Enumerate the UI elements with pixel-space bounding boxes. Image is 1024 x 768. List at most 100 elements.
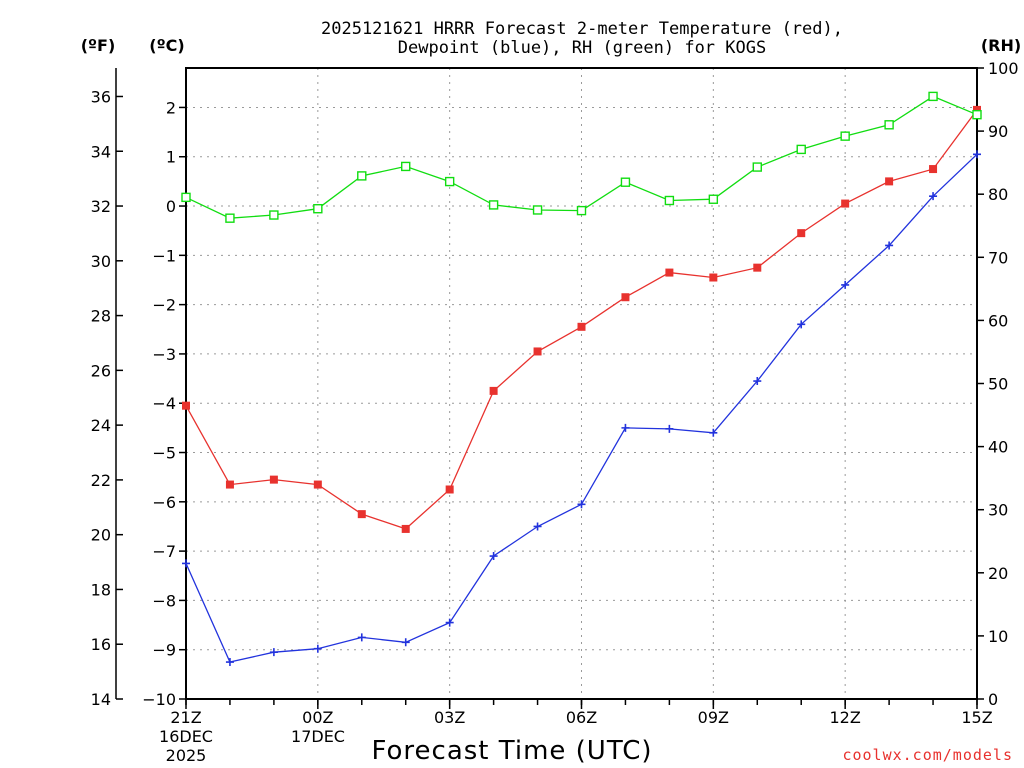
x-date-label-16dec: 16DEC xyxy=(159,727,213,746)
y-tick-label-rh: 50 xyxy=(988,375,1008,394)
x-tick-label: 12Z xyxy=(830,708,861,727)
x-tick-label: 03Z xyxy=(434,708,465,727)
data-point-2-meter-temperature xyxy=(621,293,630,302)
data-point-dewpoint xyxy=(929,192,938,201)
y-tick-label-fahrenheit: 22 xyxy=(91,471,111,490)
data-point-dewpoint xyxy=(357,633,366,642)
y-tick-label-celsius: −10 xyxy=(142,690,176,709)
data-point-rh xyxy=(620,177,631,187)
data-point-dewpoint xyxy=(401,638,410,647)
axis-ticks: −10−9−8−7−6−5−4−3−2−10121416182022242628… xyxy=(91,59,1019,727)
unit-label-rh: (RH) xyxy=(981,36,1021,55)
y-tick-label-celsius: −5 xyxy=(152,444,176,463)
credit-text: coolwx.com/models xyxy=(842,746,1013,764)
y-tick-label-rh: 90 xyxy=(988,122,1008,141)
data-point-dewpoint xyxy=(445,618,454,627)
data-point-rh xyxy=(225,213,235,223)
y-tick-label-celsius: −1 xyxy=(152,246,176,265)
data-point-rh xyxy=(884,120,894,130)
y-tick-label-rh: 70 xyxy=(988,248,1008,267)
unit-label-celsius: (ºC) xyxy=(149,36,184,55)
y-tick-label-rh: 40 xyxy=(988,438,1008,457)
x-tick-label: 00Z xyxy=(302,708,333,727)
chart-title-line1: 2025121621 HRRR Forecast 2-meter Tempera… xyxy=(321,19,843,39)
y-tick-label-rh: 30 xyxy=(988,501,1008,520)
data-point-dewpoint xyxy=(182,559,190,568)
series-line-rh xyxy=(185,95,978,219)
data-point-rh xyxy=(928,91,938,102)
data-point-dewpoint xyxy=(577,500,586,509)
data-point-rh xyxy=(840,131,850,141)
y-tick-label-celsius: −3 xyxy=(152,345,176,364)
data-point-2-meter-temperature xyxy=(753,263,762,272)
data-point-2-meter-temperature xyxy=(313,480,322,489)
y-tick-label-fahrenheit: 18 xyxy=(91,580,111,599)
data-point-rh xyxy=(576,205,587,216)
y-tick-label-fahrenheit: 24 xyxy=(91,416,111,435)
data-point-2-meter-temperature xyxy=(797,229,806,238)
y-tick-label-rh: 10 xyxy=(988,627,1008,646)
data-point-dewpoint xyxy=(533,522,542,531)
data-point-2-meter-temperature xyxy=(709,273,718,282)
data-point-2-meter-temperature xyxy=(665,268,674,277)
y-tick-label-fahrenheit: 26 xyxy=(91,361,111,380)
data-point-2-meter-temperature xyxy=(885,177,894,186)
data-point-dewpoint xyxy=(841,280,850,289)
x-tick-label: 15Z xyxy=(961,708,992,727)
y-tick-label-fahrenheit: 28 xyxy=(91,307,111,326)
data-point-dewpoint xyxy=(709,428,718,437)
data-point-2-meter-temperature xyxy=(973,105,981,114)
data-point-2-meter-temperature xyxy=(357,510,366,519)
y-tick-label-celsius: −9 xyxy=(152,641,176,660)
data-point-rh xyxy=(708,194,719,204)
data-point-2-meter-temperature xyxy=(182,401,190,410)
data-point-rh xyxy=(488,200,499,210)
data-point-2-meter-temperature xyxy=(225,480,234,489)
data-point-dewpoint xyxy=(885,241,894,250)
data-point-2-meter-temperature xyxy=(489,386,498,395)
x-tick-label: 09Z xyxy=(698,708,729,727)
y-tick-label-rh: 60 xyxy=(988,311,1008,330)
y-tick-label-celsius: −8 xyxy=(152,591,176,610)
data-point-2-meter-temperature xyxy=(401,524,410,533)
data-point-rh xyxy=(664,195,675,206)
y-tick-label-celsius: −6 xyxy=(152,493,176,512)
unit-label-fahrenheit: (ºF) xyxy=(81,36,116,55)
data-point-2-meter-temperature xyxy=(841,199,850,208)
data-point-rh xyxy=(752,162,762,172)
data-point-2-meter-temperature xyxy=(533,347,542,356)
data-point-2-meter-temperature xyxy=(577,322,586,331)
y-tick-label-celsius: 1 xyxy=(166,148,176,167)
data-point-rh xyxy=(401,161,411,172)
data-point-dewpoint xyxy=(665,424,674,433)
y-tick-label-fahrenheit: 30 xyxy=(91,252,111,271)
y-tick-label-fahrenheit: 36 xyxy=(91,87,111,106)
chart-title-line2: Dewpoint (blue), RH (green) for KOGS xyxy=(398,38,766,58)
data-point-2-meter-temperature xyxy=(929,165,938,174)
data-point-2-meter-temperature xyxy=(269,475,278,484)
y-tick-label-fahrenheit: 20 xyxy=(91,526,111,545)
x-axis-label: Forecast Time (UTC) xyxy=(371,736,652,766)
data-point-2-meter-temperature xyxy=(445,485,454,494)
gridlines xyxy=(186,68,977,699)
data-point-rh xyxy=(313,204,323,214)
data-point-rh xyxy=(972,109,982,120)
data-point-dewpoint xyxy=(621,423,630,432)
data-point-rh xyxy=(796,144,806,155)
data-point-dewpoint xyxy=(973,150,981,159)
y-tick-label-rh: 0 xyxy=(988,690,998,709)
y-tick-label-celsius: 0 xyxy=(166,197,176,216)
x-date-label-2025: 2025 xyxy=(166,746,207,765)
data-point-rh xyxy=(532,205,543,215)
data-series xyxy=(181,91,982,667)
y-tick-label-rh: 80 xyxy=(988,185,1008,204)
y-tick-label-celsius: −2 xyxy=(152,296,176,315)
data-point-dewpoint xyxy=(489,552,498,561)
data-point-dewpoint xyxy=(797,320,806,329)
data-point-dewpoint xyxy=(269,648,278,657)
data-point-rh xyxy=(181,192,191,203)
data-point-rh xyxy=(269,210,279,220)
y-tick-label-fahrenheit: 14 xyxy=(91,690,111,709)
y-tick-label-fahrenheit: 34 xyxy=(91,142,111,161)
